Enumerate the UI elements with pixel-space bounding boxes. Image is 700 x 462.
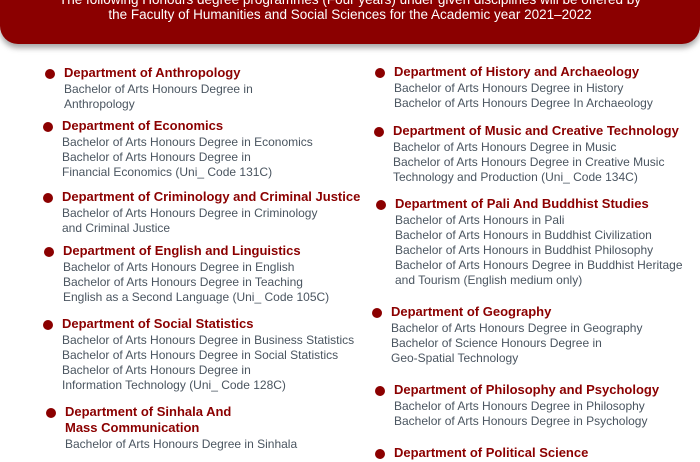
department-entry: Department of Anthropology Bachelor of Ar… [45, 65, 253, 112]
department-entry: Department of Philosophy and Psychology B… [375, 382, 660, 429]
degree-item: Bachelor of Arts Honours Degree in Econo… [62, 135, 313, 149]
degree-list: Bachelor of Arts Honours Degree in Crimi… [62, 206, 360, 236]
degree-item: Bachelor of Arts Honours Degree in Busin… [62, 333, 355, 347]
header-line-2: the Faculty of Humanities and Social Sci… [108, 7, 592, 22]
degree-item: Bachelor of Arts Honours Degree in Psych… [394, 414, 648, 428]
department-entry: Department of Music and Creative Technol… [374, 123, 679, 185]
degree-list: Bachelor of Arts Honours Degree in Econo… [62, 135, 313, 180]
department-title: Department of Anthropology [64, 65, 241, 80]
degree-item: Bachelor of Arts Honours Degree in [62, 363, 251, 377]
degree-item: Bachelor of Arts Honours in Pali [395, 213, 565, 227]
degree-item: Technology and Production (Uni_ Code 134… [393, 170, 638, 184]
degree-item: Bachelor of Arts Honours Degree in Geogr… [391, 321, 643, 335]
bullet-icon [43, 193, 53, 203]
department-title: Department of History and Archaeology [394, 64, 640, 79]
header-banner: The following Honours degree programmes … [0, 0, 700, 44]
bullet-icon [43, 320, 53, 330]
degree-item: Bachelor of Arts Honours Degree in Music [393, 140, 617, 154]
department-title: Department of Social Statistics [62, 316, 254, 331]
degree-list: Bachelor of Arts Honours Degree in Busin… [62, 333, 354, 393]
department-entry: Department of Political Science [375, 445, 589, 462]
degree-item: and Criminal Justice [62, 221, 171, 235]
degree-item: Information Technology (Uni_ Code 128C) [62, 378, 286, 392]
bullet-icon [375, 449, 385, 459]
bullet-icon [46, 408, 56, 418]
bullet-icon [375, 386, 385, 396]
department-title: Department of English and Linguistics [63, 243, 301, 258]
degree-list: Bachelor of Arts Honours in Pali Bachelor… [395, 213, 683, 288]
department-entry: Department of History and Archaeology Bac… [375, 64, 653, 111]
department-title: Department of Criminology and Criminal J… [62, 189, 361, 204]
department-title: Department of Geography [391, 304, 552, 319]
bullet-icon [376, 200, 386, 210]
department-entry: Department of Sinhala And Mass Communica… [46, 404, 297, 452]
degree-item: Bachelor of Arts Honours Degree in [64, 82, 253, 96]
degree-item: Anthropology [64, 97, 135, 111]
degree-item: Bachelor of Arts Honours Degree in Creat… [393, 155, 665, 169]
header-line-1: The following Honours degree programmes … [0, 0, 700, 8]
bullet-icon [44, 247, 54, 257]
degree-list: Bachelor of Arts Honours Degree in Histo… [394, 81, 653, 111]
degree-item: Bachelor of Arts Honours Degree in Philo… [394, 399, 645, 413]
degree-list: Bachelor of Arts Honours Degree in Engli… [63, 260, 329, 305]
degree-list: Bachelor of Arts Honours Degree in Music… [393, 140, 679, 185]
department-entry: Department of Economics Bachelor of Arts … [43, 118, 313, 180]
department-title: Department of Pali And Buddhist Studies [395, 196, 649, 211]
department-title: Department of Political Science [394, 445, 589, 460]
degree-item: Bachelor of Arts Honours Degree In Archa… [394, 96, 653, 110]
department-title: Department of Sinhala And Mass Communica… [65, 404, 232, 435]
degree-item: Bachelor of Arts Honours in Buddhist Civ… [395, 228, 652, 242]
degree-item: and Tourism (English medium only) [395, 273, 583, 287]
department-title: Department of Economics [62, 118, 224, 133]
department-entry: Department of Social Statistics Bachelor … [43, 316, 354, 393]
degree-item: Bachelor of Arts Honours Degree in Sinha… [65, 437, 298, 451]
degree-item: Bachelor of Science Honours Degree in [391, 336, 602, 350]
degree-item: Bachelor of Arts Honours Degree in Crimi… [62, 206, 318, 220]
degree-list: Bachelor of Arts Honours Degree in Philo… [394, 399, 659, 429]
degree-item: Financial Economics (Uni_ Code 131C) [62, 165, 273, 179]
degree-item: Bachelor of Arts Honours Degree in Teach… [63, 275, 303, 289]
degree-item: Bachelor of Arts Honours Degree in Socia… [62, 348, 339, 362]
degree-list: Bachelor of Arts Honours Degree in Sinha… [65, 437, 297, 452]
bullet-icon [45, 69, 55, 79]
department-title: Department of Philosophy and Psychology [394, 382, 660, 397]
degree-item: Bachelor of Arts Honours Degree in Buddh… [395, 258, 683, 272]
degree-item: Geo-Spatial Technology [391, 351, 519, 365]
department-title: Department of Music and Creative Technol… [393, 123, 679, 138]
degree-item: Bachelor of Arts Honours Degree in Histo… [394, 81, 624, 95]
department-entry: Department of English and Linguistics Bac… [44, 243, 329, 305]
degree-list: Bachelor of Arts Honours Degree in Anthro… [64, 82, 253, 112]
department-entry: Department of Criminology and Criminal J… [43, 189, 361, 236]
bullet-icon [43, 122, 53, 132]
degree-item: English as a Second Language (Uni_ Code … [63, 290, 330, 304]
bullet-icon [372, 308, 382, 318]
degree-item: Bachelor of Arts Honours Degree in [62, 150, 251, 164]
department-entry: Department of Geography Bachelor of Arts … [372, 304, 642, 366]
degree-list: Bachelor of Arts Honours Degree in Geogr… [391, 321, 642, 366]
bullet-icon [375, 68, 385, 78]
department-entry: Department of Pali And Buddhist Studies B… [376, 196, 683, 288]
degree-item: Bachelor of Arts Honours in Buddhist Phi… [395, 243, 654, 257]
degree-item: Bachelor of Arts Honours Degree in Engli… [63, 260, 295, 274]
bullet-icon [374, 127, 384, 137]
